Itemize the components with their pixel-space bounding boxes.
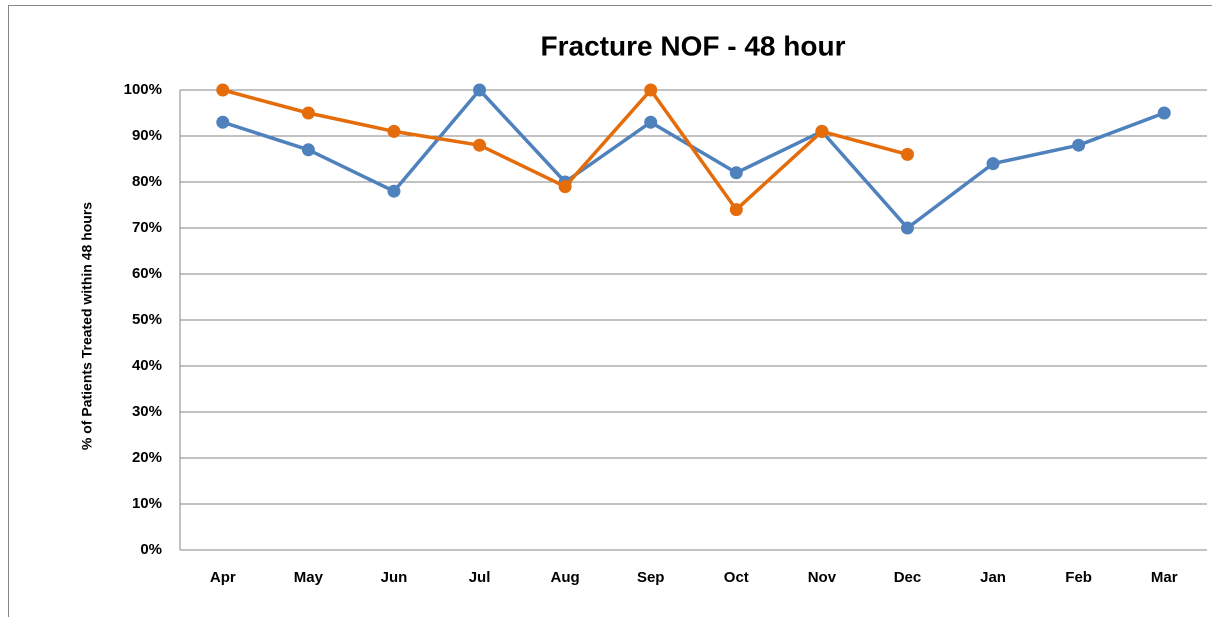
x-tick-label: Sep	[637, 569, 665, 586]
x-tick-label: Aug	[551, 569, 580, 586]
data-point	[387, 184, 401, 198]
data-point	[387, 124, 401, 138]
data-point	[473, 83, 487, 97]
data-point	[558, 180, 572, 194]
x-tick-label: Apr	[210, 569, 236, 586]
x-tick-label: Jan	[980, 569, 1006, 586]
y-tick-label: 60%	[132, 265, 162, 282]
data-point	[644, 83, 658, 97]
x-tick-label: May	[294, 569, 324, 586]
y-tick-label: 70%	[132, 219, 162, 236]
y-axis-label: % of Patients Treated within 48 hours	[79, 202, 95, 450]
data-point	[301, 143, 315, 157]
y-tick-label: 50%	[132, 311, 162, 328]
x-tick-label: Dec	[894, 569, 922, 586]
data-point	[729, 203, 743, 217]
x-tick-label: Jul	[469, 569, 491, 586]
y-tick-label: 10%	[132, 495, 162, 512]
data-point	[900, 221, 914, 235]
x-tick-label: Mar	[1151, 569, 1178, 586]
chart-frame	[8, 5, 1212, 617]
y-tick-label: 90%	[132, 127, 162, 144]
data-point	[900, 147, 914, 161]
data-point	[815, 124, 829, 138]
y-tick-label: 80%	[132, 173, 162, 190]
data-point	[1157, 106, 1171, 120]
data-point	[301, 106, 315, 120]
data-point	[473, 138, 487, 152]
data-point	[216, 115, 230, 129]
x-tick-label: Jun	[381, 569, 408, 586]
y-tick-label: 0%	[140, 541, 162, 558]
data-point	[729, 166, 743, 180]
y-tick-label: 20%	[132, 449, 162, 466]
x-tick-label: Feb	[1065, 569, 1092, 586]
y-tick-label: 40%	[132, 357, 162, 374]
y-tick-label: 100%	[124, 81, 162, 98]
x-tick-label: Nov	[808, 569, 837, 586]
y-tick-label: 30%	[132, 403, 162, 420]
data-point	[1072, 138, 1086, 152]
data-point	[216, 83, 230, 97]
chart-title: Fracture NOF - 48 hour	[541, 30, 846, 61]
x-tick-label: Oct	[724, 569, 749, 586]
data-point	[644, 115, 658, 129]
data-point	[986, 157, 1000, 171]
